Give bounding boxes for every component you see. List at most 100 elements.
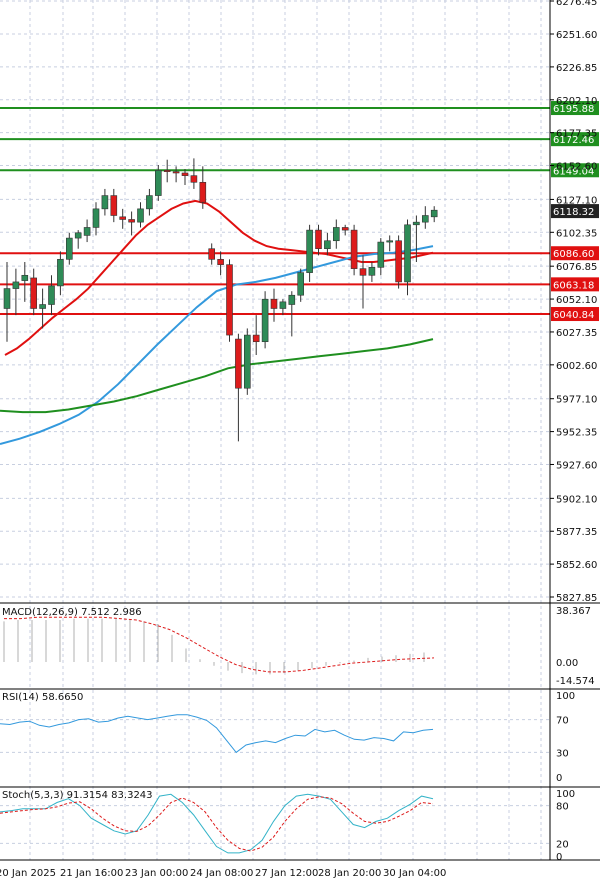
candle-body (350, 229, 358, 269)
candle-body (341, 227, 349, 231)
candle-body (252, 334, 260, 343)
candle-body (421, 215, 429, 223)
candle-body (92, 208, 100, 228)
candle-body (163, 170, 171, 172)
price-tick-label: 6226.85 (556, 63, 597, 74)
price-tick-label: 5852.60 (556, 560, 597, 571)
stoch-tick-label: 100 (556, 789, 575, 800)
candle-body (57, 259, 64, 287)
candle-body (146, 195, 153, 210)
price-tick-label: 6177.35 (556, 129, 597, 140)
level-badge (551, 101, 599, 116)
price-tick-label: 6276.45 (556, 0, 597, 8)
stoch-d-line (0, 796, 434, 852)
time-axis-label: 27 Jan 12:00 (255, 868, 318, 879)
indicator-panes: 38.367 0.00 -14.574 100 70 30 0 100 80 20 0 (0, 602, 600, 863)
candle-body (279, 301, 287, 309)
candle-body (395, 240, 402, 283)
candlesticks (3, 158, 438, 442)
time-axis: 20 Jan 2025 21 Jan 16:00 23 Jan 00:00 24 Ja… (0, 868, 446, 879)
price-tick-label: 6027.35 (556, 328, 597, 339)
level-badge (551, 277, 599, 292)
macd-title: MACD(12,26,9) 7.512 2.986 (2, 607, 142, 618)
level-label: 6086.60 (553, 249, 594, 260)
candle-body (324, 240, 331, 250)
candle-body (190, 175, 198, 183)
time-axis-label: 21 Jan 16:00 (60, 868, 123, 879)
candle-body (235, 338, 242, 389)
macd-tick-label: 0.00 (556, 658, 578, 669)
price-tick-label: 6076.85 (556, 262, 597, 273)
last-price-label: 6118.32 (553, 207, 594, 218)
level-label: 6063.18 (553, 280, 594, 291)
candle-body (270, 298, 278, 309)
price-tick-label: 6002.60 (556, 361, 597, 372)
price-tick-label: 6152.60 (556, 162, 597, 173)
level-label: 6195.88 (553, 104, 594, 115)
rsi-tick-label: 30 (556, 748, 569, 759)
ma-line (0, 338, 434, 414)
time-axis-label: 30 Jan 04:00 (383, 868, 446, 879)
stoch-title: Stoch(5,3,3) 91.3154 83.3243 (2, 790, 153, 801)
candle-body (297, 272, 305, 296)
price-tick-label: 5977.10 (556, 395, 597, 406)
level-badge (551, 246, 599, 261)
rsi-tick-label: 70 (556, 716, 569, 727)
last-price-badge (551, 204, 599, 219)
candle-body (226, 264, 233, 336)
moving-averages (0, 199, 434, 445)
candle-body (137, 208, 144, 223)
level-label: 6172.46 (553, 135, 594, 146)
rsi-tick-label: 100 (556, 691, 575, 702)
level-badge (551, 132, 599, 147)
candle-body (181, 172, 189, 176)
candle-body (172, 171, 180, 174)
price-tick-label: 5952.35 (556, 428, 597, 439)
price-tick-label: 5927.60 (556, 460, 597, 471)
time-axis-label: 20 Jan 2025 (0, 868, 56, 879)
price-tick-label: 5877.35 (556, 527, 597, 538)
candle-body (261, 298, 269, 343)
candle-body (359, 268, 367, 276)
level-badge (551, 163, 599, 178)
candle-body (101, 195, 109, 210)
candle-body (119, 216, 126, 220)
level-label: 6040.84 (553, 310, 594, 321)
ma-line (0, 245, 434, 445)
candle-body (74, 232, 82, 239)
stoch-k-line (0, 793, 434, 854)
stoch-tick-label: 0 (556, 852, 562, 863)
candle-body (332, 227, 340, 242)
candle-body (368, 267, 376, 276)
candle-body (12, 281, 20, 289)
price-tick-label: 6052.10 (556, 295, 597, 306)
time-axis-label: 24 Jan 08:00 (190, 868, 253, 879)
price-tick-label: 6202.10 (556, 96, 597, 107)
candle-body (288, 294, 296, 305)
chart-grid (0, 0, 550, 860)
candle-body (208, 248, 215, 260)
candle-body (48, 285, 55, 305)
candle-body (315, 229, 322, 250)
candle-body (244, 334, 251, 389)
price-axis: 6276.45 6251.60 6226.85 6202.10 6177.35 6152.… (549, 0, 599, 860)
candle-body (217, 259, 224, 265)
candle-body (21, 274, 29, 281)
candle-body (66, 237, 73, 260)
candle-body (128, 219, 135, 223)
macd-tick-label: 38.367 (556, 606, 591, 617)
candle-body (30, 277, 38, 309)
candle-body (377, 241, 385, 268)
candle-body (155, 170, 162, 196)
stoch-tick-label: 80 (556, 802, 569, 813)
candle-body (83, 227, 91, 236)
candle-body (39, 304, 46, 309)
rsi-line (0, 714, 434, 754)
candle-body (306, 229, 313, 273)
candle-body (199, 181, 207, 203)
macd-tick-label: -14.574 (556, 676, 595, 687)
candle-body (404, 224, 411, 283)
ma-line (4, 199, 434, 356)
rsi-title: RSI(14) 58.6650 (2, 692, 83, 703)
